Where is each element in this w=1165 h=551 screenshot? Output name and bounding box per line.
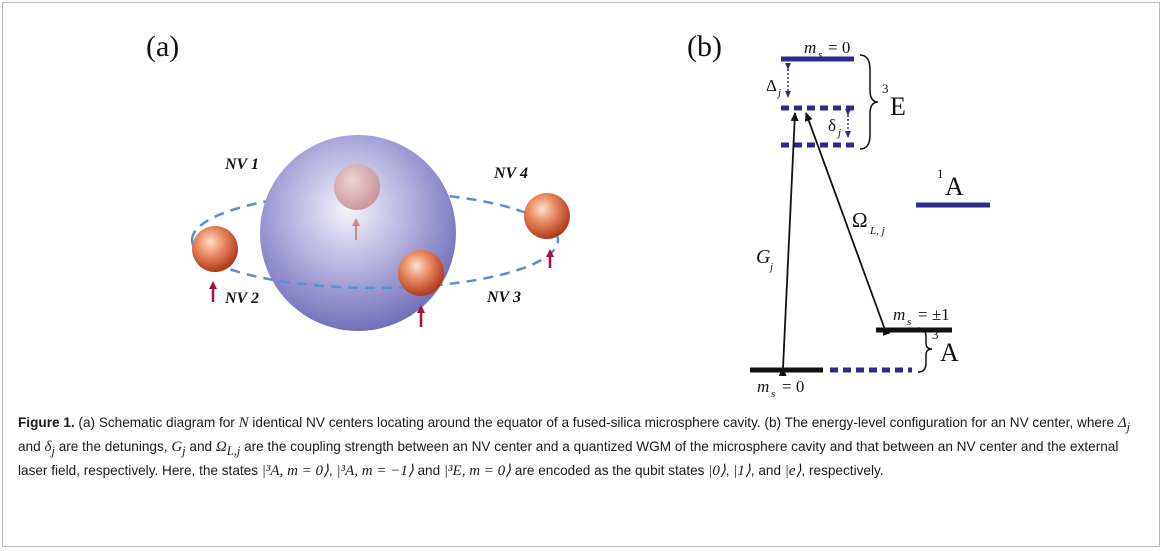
caption-n-symbol: N xyxy=(238,415,249,431)
nv4-label: NV 4 xyxy=(493,165,528,182)
caption-text-11: , and xyxy=(750,463,785,478)
caption-delta-big: Δj xyxy=(1117,415,1131,434)
caption-text-5: and xyxy=(185,439,216,454)
caption-text-12: , respectively. xyxy=(801,463,884,478)
nv2-center xyxy=(192,226,238,272)
panel-a-diagram: NV 1 NV 2 NV 3 NV 4 xyxy=(190,135,570,331)
nv4-center xyxy=(524,193,570,239)
caption-qubit-1: |1⟩ xyxy=(733,463,751,479)
caption-delta-small: δj xyxy=(44,439,55,458)
nv3-center xyxy=(398,250,444,296)
caption-state-3: |³E, m = 0⟩ xyxy=(443,463,511,479)
nv1-label: NV 1 xyxy=(224,156,259,173)
caption-state-1: |³A, m = 0⟩ xyxy=(261,463,329,479)
excited-manifold-sup: 3 xyxy=(882,81,889,96)
excited-level-symbol: m xyxy=(804,38,816,57)
excited-level-sub: s xyxy=(818,49,822,61)
figure-caption: Figure 1. (a) Schematic diagram for N id… xyxy=(18,413,1143,481)
coupling-g-sub: j xyxy=(768,261,773,273)
caption-text-4: are the detunings, xyxy=(54,439,172,454)
nv1-center xyxy=(334,164,380,210)
excited-level-value: = 0 xyxy=(828,38,850,57)
nv1-spin-arrowhead xyxy=(352,218,360,226)
ground-manifold-sup: 3 xyxy=(932,327,939,342)
caption-text-8: and xyxy=(413,463,444,478)
ground-pm1-sub: s xyxy=(907,316,911,328)
caption-text-9: are encoded as the qubit states xyxy=(511,463,709,478)
caption-omega: ΩL,j xyxy=(215,439,241,458)
ground-pm1-symbol: m xyxy=(893,305,905,324)
coupling-g-arrow xyxy=(778,112,799,377)
caption-state-2: |³A, m = −1⟩ xyxy=(336,463,414,479)
laser-omega-sub: L, j xyxy=(869,225,885,237)
nv4-spin-arrowhead xyxy=(546,249,554,257)
caption-text-6: are the coupling strength between an NV … xyxy=(18,439,1119,478)
nv2-label: NV 2 xyxy=(224,290,259,307)
laser-omega-arrow xyxy=(804,112,891,336)
delta-big-sub: j xyxy=(776,87,781,99)
delta-small-sub: j xyxy=(836,127,841,139)
nv2-spin-arrowhead xyxy=(209,281,217,289)
caption-text-7: , xyxy=(328,463,337,478)
caption-figure-label: Figure 1. xyxy=(18,415,75,430)
ground-ms0-sub: s xyxy=(771,388,775,400)
ground-manifold-label: A xyxy=(940,338,959,367)
delta-small-label: δ xyxy=(828,116,836,135)
laser-omega-label: Ω xyxy=(852,208,868,232)
caption-text-3: and xyxy=(18,439,45,454)
panel-b-label: (b) xyxy=(687,30,722,63)
nv3-spin-arrowhead xyxy=(417,305,425,313)
singlet-label: A xyxy=(945,172,964,201)
coupling-g-label: G xyxy=(756,246,771,268)
ground-ms0-value: = 0 xyxy=(782,377,804,396)
ground-ms0-symbol: m xyxy=(757,377,769,396)
caption-qubit-e: |e⟩ xyxy=(784,463,802,479)
excited-manifold-brace xyxy=(859,54,879,150)
caption-text-1: (a) Schematic diagram for xyxy=(74,415,239,430)
nv3-label: NV 3 xyxy=(486,289,521,306)
panel-b-diagram: m s = 0 Δ j δ j 3 E 1 A m s = ±1 m s = 0… xyxy=(750,38,990,400)
singlet-sup: 1 xyxy=(937,166,944,181)
excited-manifold-label: E xyxy=(890,92,906,121)
ground-pm1-value: = ±1 xyxy=(918,305,950,324)
equator-ring-front xyxy=(190,239,560,290)
caption-qubit-0: |0⟩ xyxy=(708,463,726,479)
caption-g: Gj xyxy=(171,439,186,458)
delta-big-label: Δ xyxy=(766,76,777,95)
ground-manifold-brace xyxy=(917,327,933,373)
panel-a-label: (a) xyxy=(146,30,180,63)
caption-text-2: identical NV centers locating around the… xyxy=(248,415,1118,430)
caption-text-10: , xyxy=(725,463,734,478)
